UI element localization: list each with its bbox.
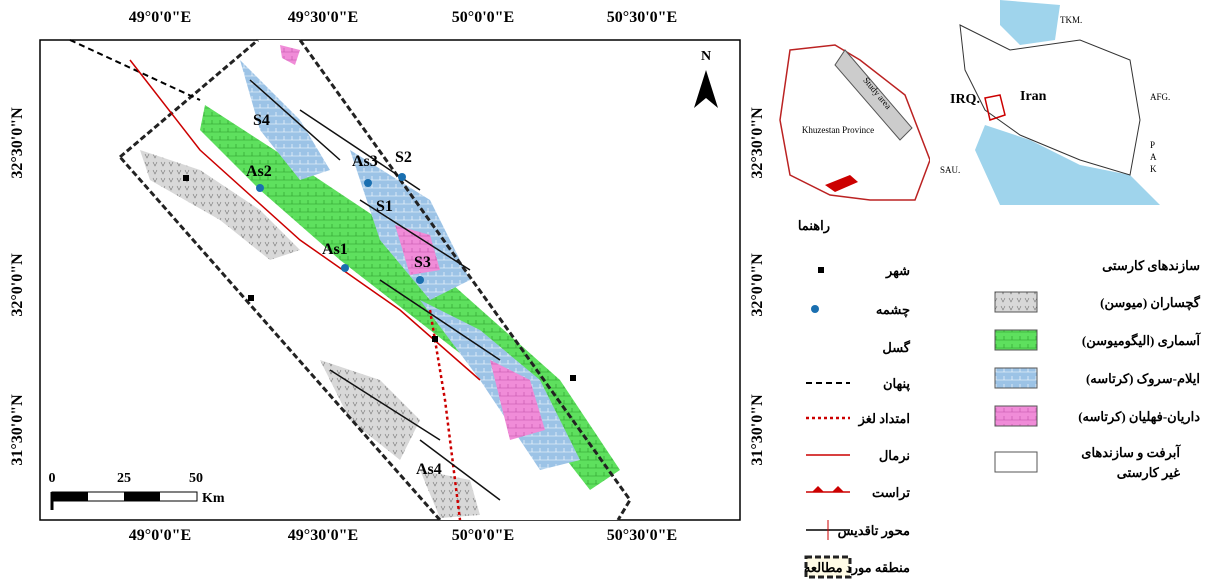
site-label: S1 (376, 198, 393, 215)
scale-label: 50 (189, 471, 203, 486)
country-label: A (1150, 152, 1157, 162)
longitude-label: 49°30'0"E (288, 527, 358, 544)
longitude-label: 49°30'0"E (288, 9, 358, 26)
legend-title: راهنما (798, 218, 830, 234)
legend-label: آسماری (الیگومیوسن) (1082, 332, 1202, 349)
country-label: SAU. (940, 165, 960, 175)
legend-label: غیر کارستی (1117, 465, 1180, 481)
country-label: AFG. (1150, 92, 1170, 102)
scale-label: 0 (49, 471, 56, 486)
legend-label: گسل (882, 339, 910, 355)
site-label: S2 (395, 149, 412, 166)
country-label: IRQ. (950, 92, 980, 107)
country-label: TKM. (1060, 15, 1082, 25)
legend-label: منطقه مورد مطالعه (804, 560, 910, 576)
country-label: P (1150, 140, 1155, 150)
latitude-label: 32°30'0"N (9, 107, 26, 179)
legend-label: پنهان (883, 376, 910, 392)
longitude-label: 49°0'0"E (129, 527, 191, 544)
latitude-label: 31°30'0"N (9, 394, 26, 466)
country-label: K (1150, 164, 1157, 174)
latitude-label: 32°0'0"N (9, 253, 26, 317)
latitude-label: 31°30'0"N (749, 394, 766, 466)
site-label: As1 (322, 241, 348, 258)
province-label: Khuzestan Province (802, 125, 874, 135)
longitude-label: 50°0'0"E (452, 527, 514, 544)
latitude-label: 32°0'0"N (749, 253, 766, 317)
legend-label: محور تاقدیس (838, 523, 910, 539)
legend-label: شهر (885, 263, 910, 279)
site-label: S3 (414, 254, 431, 271)
longitude-label: 50°0'0"E (452, 9, 514, 26)
scale-unit: Km (202, 491, 225, 506)
site-label: As2 (246, 163, 272, 180)
longitude-label: 49°0'0"E (129, 9, 191, 26)
legend-label: گچساران (میوسن) (1100, 294, 1201, 311)
province-inset: Study area Khuzestan Province (780, 45, 930, 200)
legend-label: تراست (872, 485, 910, 501)
latitude-label: 32°30'0"N (749, 107, 766, 179)
legend-label: آبرفت و سازندهای (1081, 444, 1181, 461)
legend-label: چشمه (876, 302, 910, 317)
longitude-label: 50°30'0"E (607, 527, 677, 544)
country-label: Iran (1020, 89, 1047, 104)
longitude-label: 50°30'0"E (607, 9, 677, 26)
scale-label: 25 (117, 471, 131, 486)
site-label: As4 (416, 461, 442, 478)
site-label: As3 (352, 153, 378, 170)
legend-label: نرمال (879, 448, 910, 464)
north-label: N (701, 49, 711, 64)
country-inset: TKM. Iran IRQ. AFG. SAU. P A K (930, 0, 1209, 205)
map-figure: N 0 25 50 Km 49°0'0"E 49°0'0"E 49°30'0"E 49… (0, 0, 1209, 583)
legend-label: امتداد لغز (858, 411, 910, 427)
legend-heading: سازندهای کارستی (1102, 258, 1200, 274)
site-label: S4 (253, 112, 270, 129)
legend-label: ایلام-سروک (کرتاسه) (1086, 371, 1200, 387)
legend-label: داریان-فهلیان (کرتاسه) (1078, 409, 1200, 425)
